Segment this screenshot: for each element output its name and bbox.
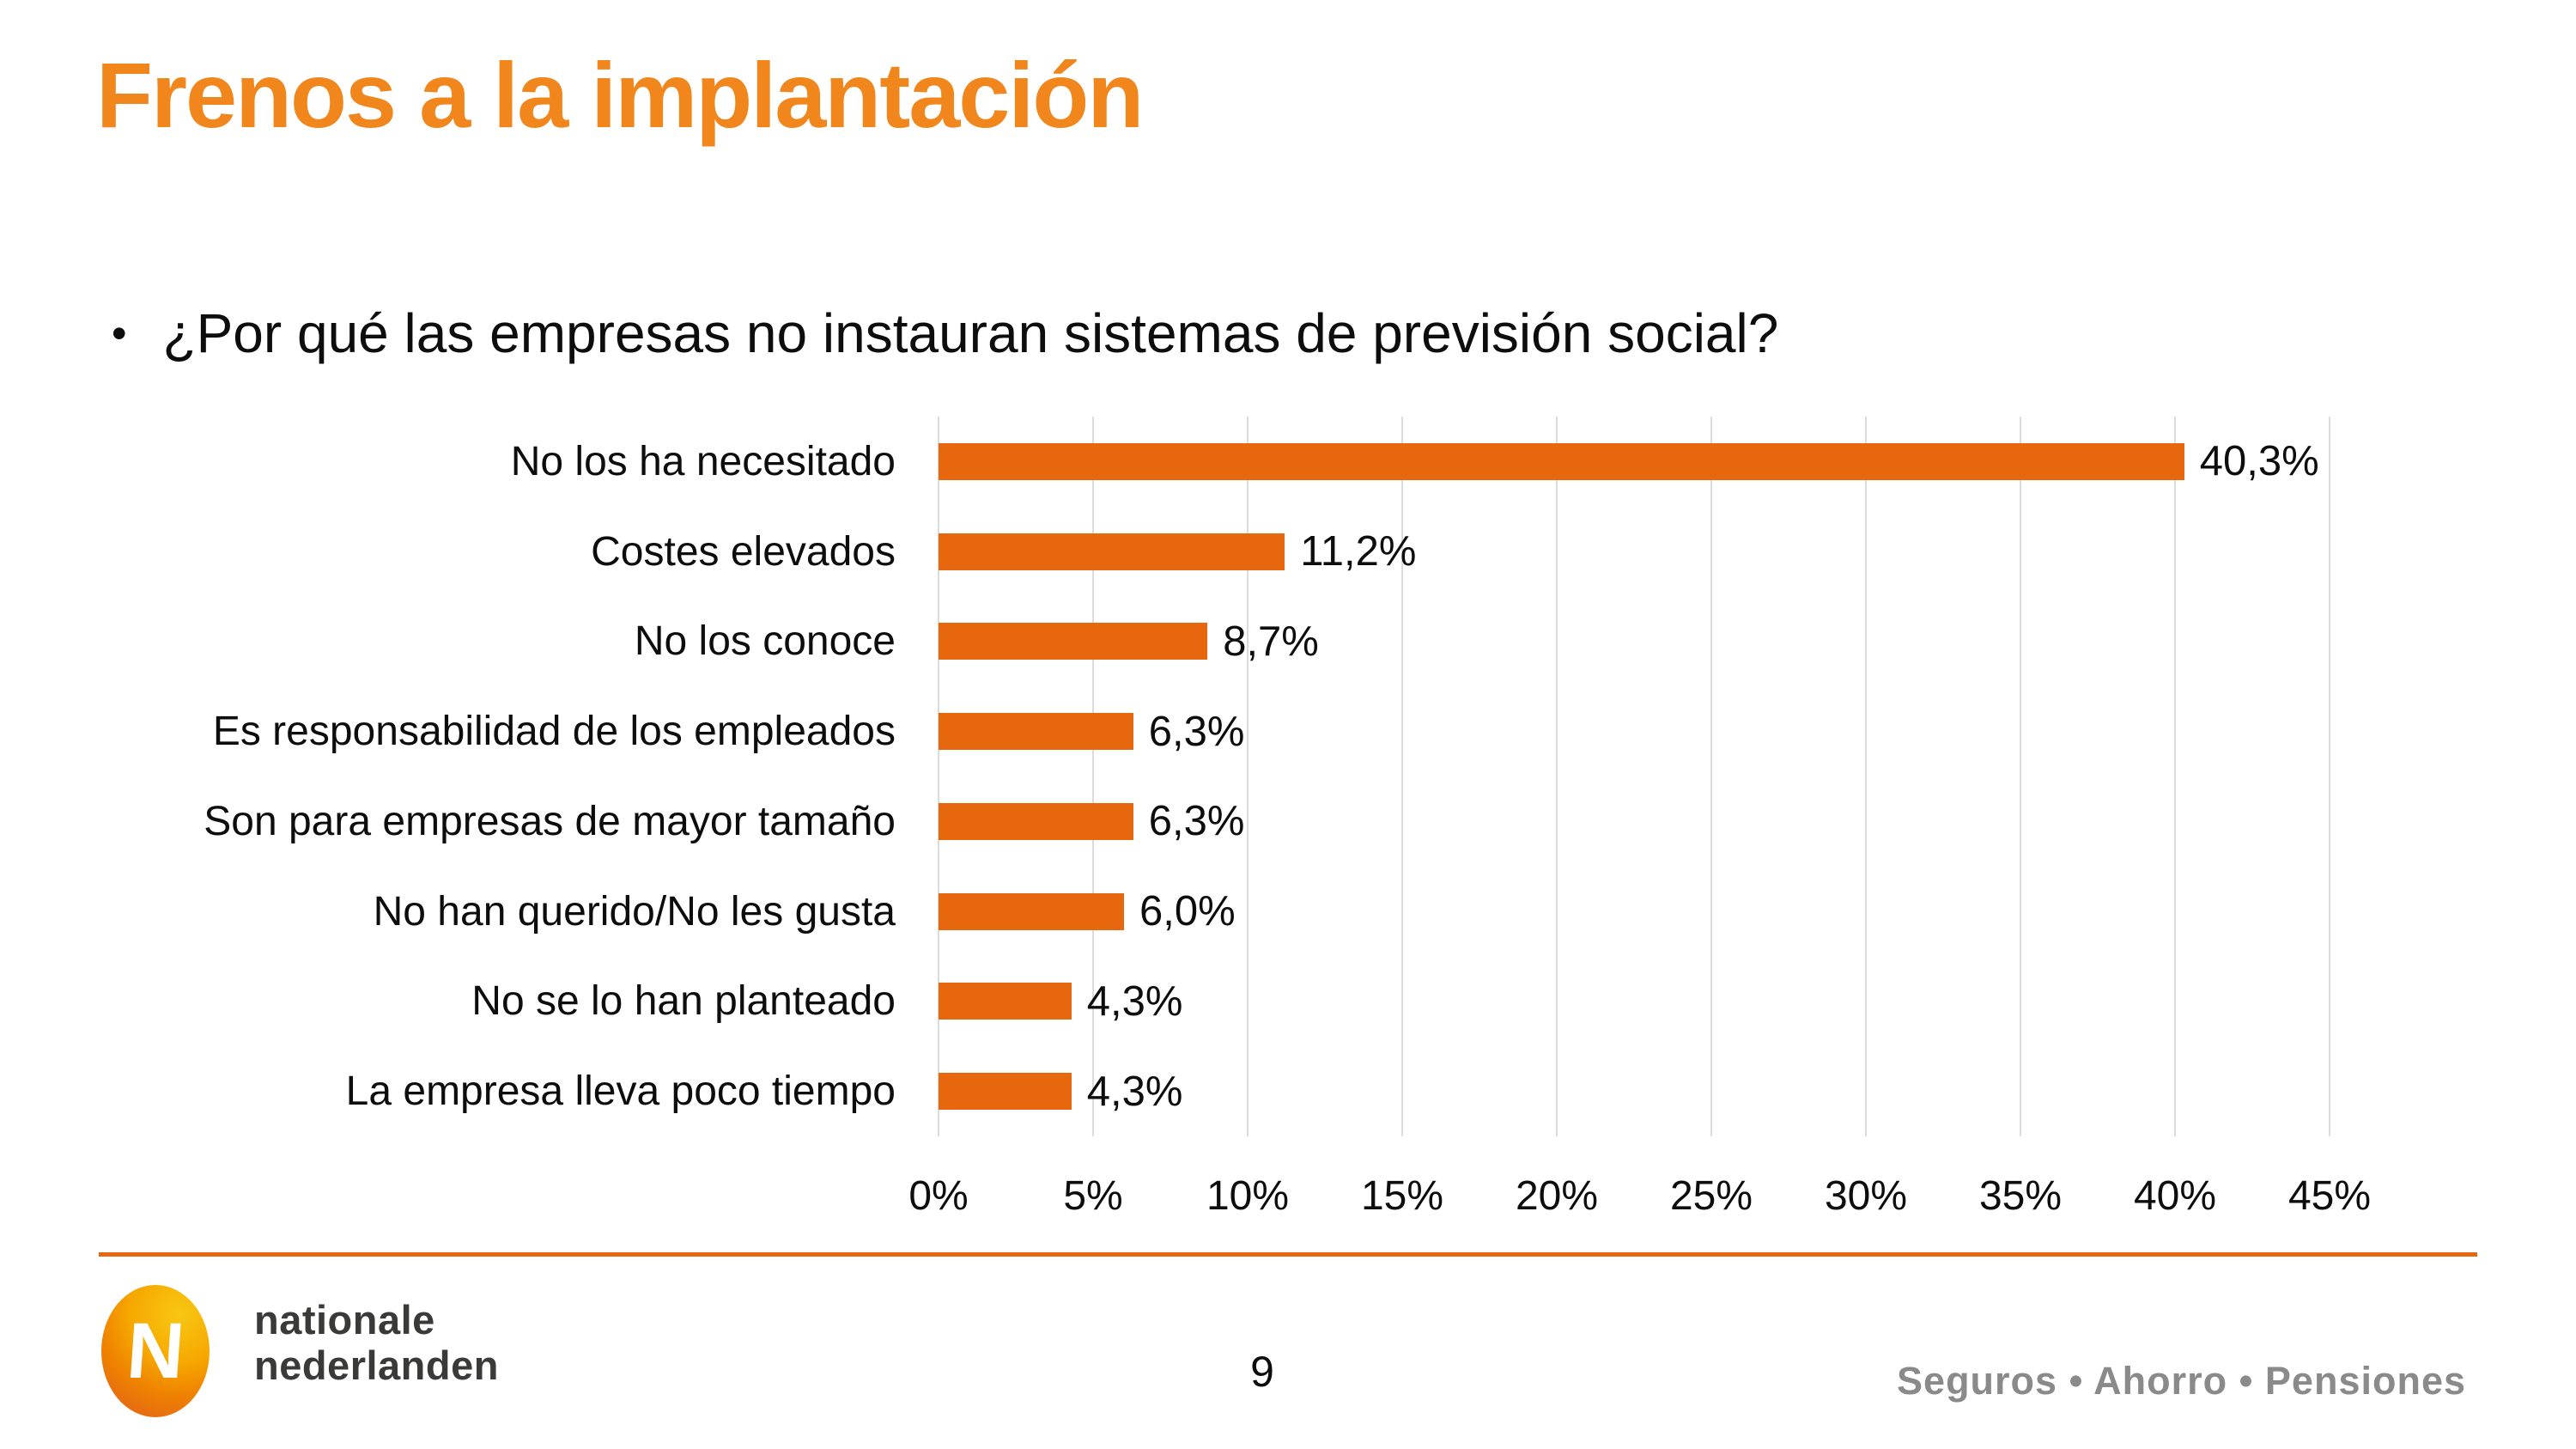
value-label: 11,2% — [1300, 528, 1417, 575]
gridline — [1091, 417, 1094, 1136]
bar — [939, 983, 1072, 1020]
category-label: No los ha necesitado — [510, 438, 896, 484]
x-axis-tick: 40% — [2133, 1173, 2217, 1219]
value-label: 8,7% — [1223, 618, 1319, 665]
chart-row: No los conoce 8,7% — [127, 597, 2330, 687]
gridline — [2173, 417, 2176, 1136]
x-axis-tick: 30% — [1824, 1173, 1908, 1219]
footer-divider-line — [99, 1252, 2477, 1257]
chart-row: No los ha necesitado 40,3% — [127, 417, 2330, 507]
value-label: 4,3% — [1086, 1068, 1183, 1115]
bullet-marker: • — [112, 309, 127, 357]
bar-chart: No los ha necesitado 40,3% Costes elevados… — [127, 417, 2445, 1275]
value-label: 4,3% — [1086, 977, 1183, 1025]
category-label: No los conoce — [634, 618, 896, 665]
value-label: 6,3% — [1148, 798, 1245, 845]
logo-wordmark: nationale nederlanden — [254, 1297, 499, 1388]
chart-row: No han querido/No les gusta 6,0% — [127, 867, 2330, 957]
bullet-line: • ¿Por qué las empresas no instauran sis… — [112, 299, 1778, 368]
bar — [939, 892, 1124, 930]
bar-track: 40,3% — [939, 417, 2330, 507]
bar-track: 6,3% — [939, 776, 2330, 867]
bar — [939, 713, 1133, 751]
bar-track: 8,7% — [939, 597, 2330, 687]
x-axis-tick: 5% — [1063, 1173, 1123, 1219]
x-axis-tick: 20% — [1515, 1173, 1599, 1219]
x-axis-tick: 15% — [1360, 1173, 1444, 1219]
category-label: Es responsabilidad de los empleados — [212, 709, 896, 755]
x-axis: 0% 5% 10% 15% 20% 25% 30% 35% 40% 45% — [908, 1172, 2371, 1224]
value-label: 6,0% — [1139, 888, 1236, 935]
gridline — [2020, 417, 2021, 1136]
value-label: 6,3% — [1148, 708, 1245, 755]
chart-gridlines — [938, 417, 2330, 1136]
bar — [939, 533, 1285, 570]
category-label: No han querido/No les gusta — [373, 888, 896, 935]
bar — [939, 623, 1208, 661]
gridline — [938, 417, 939, 1136]
category-label: Costes elevados — [591, 528, 896, 575]
gridline — [1555, 417, 1558, 1136]
bar-track: 6,0% — [939, 867, 2330, 957]
chart-row: Costes elevados 11,2% — [127, 507, 2330, 597]
category-label: Son para empresas de mayor tamaño — [204, 798, 896, 844]
logo-monogram: N — [124, 1307, 187, 1395]
gridline — [2329, 417, 2330, 1136]
footer-tagline: Seguros • Ahorro • Pensiones — [1897, 1359, 2466, 1403]
chart-row: La empresa lleva poco tiempo 4,3% — [127, 1046, 2330, 1136]
company-logo: N nationale nederlanden — [101, 1285, 499, 1417]
page-number: 9 — [1250, 1348, 1274, 1396]
chart-row: Son para empresas de mayor tamaño 6,3% — [127, 776, 2330, 867]
logo-wordmark-line1: nationale — [254, 1297, 435, 1342]
bullet-text: ¿Por qué las empresas no instauran siste… — [162, 302, 1779, 364]
chart-row: Es responsabilidad de los empleados 6,3% — [127, 686, 2330, 776]
x-axis-tick: 45% — [2287, 1173, 2372, 1219]
x-axis-tick: 10% — [1206, 1173, 1290, 1219]
bar-track: 4,3% — [939, 1046, 2330, 1136]
x-axis-tick: 35% — [1978, 1173, 2063, 1219]
bar-track: 4,3% — [939, 957, 2330, 1047]
gridline — [1864, 417, 1867, 1136]
logo-wordmark-line2: nederlanden — [254, 1342, 499, 1388]
nn-logo-icon: N — [101, 1285, 210, 1417]
gridline — [1400, 417, 1403, 1136]
bar — [939, 442, 2184, 480]
bar-track: 6,3% — [939, 686, 2330, 776]
chart-row: No se lo han planteado 4,3% — [127, 957, 2330, 1047]
x-axis-tick: 0% — [908, 1173, 969, 1219]
slide-title: Frenos a la implantación — [96, 43, 1144, 147]
x-axis-tick: 25% — [1669, 1173, 1753, 1219]
chart-rows: No los ha necesitado 40,3% Costes elevados… — [127, 417, 2330, 1136]
category-label: La empresa lleva poco tiempo — [345, 1068, 896, 1115]
bar — [939, 802, 1133, 840]
bar — [939, 1073, 1072, 1111]
value-label: 40,3% — [2199, 438, 2319, 485]
gridline — [1710, 417, 1712, 1136]
gridline — [1246, 417, 1249, 1136]
category-label: No se lo han planteado — [471, 978, 896, 1025]
bar-track: 11,2% — [939, 507, 2330, 597]
